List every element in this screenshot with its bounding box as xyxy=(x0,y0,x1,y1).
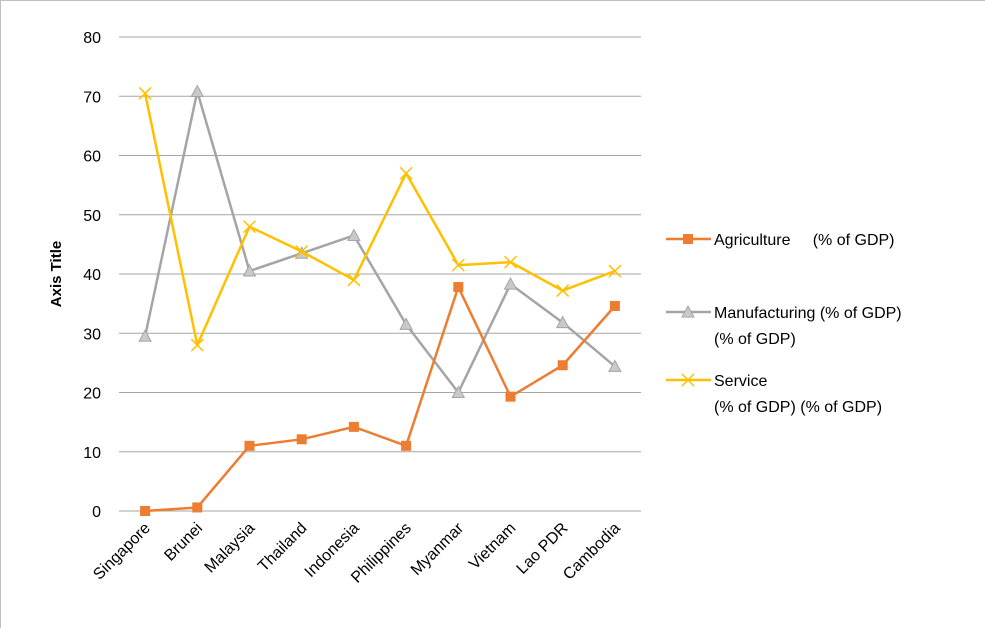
data-point-marker xyxy=(242,220,257,234)
x-tick-label: Vietnam xyxy=(466,520,519,573)
data-point-marker xyxy=(347,273,361,287)
y-tick-label: 10 xyxy=(83,445,101,462)
y-tick-label: 20 xyxy=(83,386,101,403)
data-point-marker xyxy=(295,244,309,259)
data-point-marker xyxy=(503,255,518,269)
legend-marker xyxy=(681,304,695,318)
data-point-marker xyxy=(556,284,570,298)
x-tick-label: Brunei xyxy=(161,520,206,565)
data-point-marker xyxy=(505,391,516,402)
data-point-marker xyxy=(190,338,204,352)
x-tick-labels: Singapore BruneiMalaysiaThailandIndonesia… xyxy=(90,519,623,586)
legend-entry: Agriculture (% of GDP) xyxy=(666,232,895,249)
legend-label: (% of GDP) (% of GDP) xyxy=(714,399,882,416)
y-tick-label: 0 xyxy=(92,504,101,521)
series-lines xyxy=(138,84,622,516)
y-tick-label: 60 xyxy=(83,149,101,166)
y-tick-labels: 0 10 20 30 40 50 60 70 80 xyxy=(83,30,101,521)
data-point-marker xyxy=(399,166,413,180)
legend-entry: Manufacturing (% of GDP) (% of GDP) xyxy=(666,304,902,348)
data-point-marker xyxy=(138,86,152,100)
x-tick-label: Myanmar xyxy=(408,519,468,579)
x-tick-label: Singapore xyxy=(90,520,154,584)
legend-marker xyxy=(683,234,693,244)
data-point-marker xyxy=(192,502,203,513)
series-line xyxy=(145,285,616,513)
data-point-marker xyxy=(296,434,307,445)
data-point-marker xyxy=(138,329,152,342)
series-triangle xyxy=(138,84,622,398)
data-point-marker xyxy=(140,506,151,516)
legend-marker xyxy=(681,373,695,387)
data-point-marker xyxy=(451,385,466,398)
legend-entry: Service (% of GDP) (% of GDP) xyxy=(666,373,882,416)
data-point-marker xyxy=(555,315,570,329)
data-point-marker xyxy=(608,359,622,372)
x-tick-label: Cambodia xyxy=(560,520,624,584)
series-x xyxy=(138,86,622,352)
legend-label: Manufacturing (% of GDP) xyxy=(714,305,902,322)
data-point-marker xyxy=(190,84,205,98)
data-point-marker xyxy=(453,282,464,293)
y-tick-label: 70 xyxy=(83,89,101,106)
y-tick-label: 80 xyxy=(83,30,101,47)
series-line xyxy=(143,93,616,347)
x-tick-label: Malaysia xyxy=(202,520,259,577)
data-point-marker xyxy=(451,258,465,272)
data-point-marker xyxy=(557,360,568,371)
data-point-marker xyxy=(503,277,518,290)
data-point-marker xyxy=(401,440,412,451)
data-point-marker xyxy=(348,421,359,432)
data-point-marker xyxy=(399,317,413,330)
y-tick-label: 30 xyxy=(83,326,101,343)
data-point-marker xyxy=(608,264,622,278)
data-point-marker xyxy=(242,263,257,277)
series-line xyxy=(143,90,616,394)
legend: Agriculture (% of GDP) Manufacturing (% o… xyxy=(666,232,902,416)
y-axis-title: Axis Title xyxy=(48,241,65,307)
gridlines xyxy=(119,36,641,512)
data-point-marker xyxy=(609,300,620,311)
y-tick-label: 50 xyxy=(83,208,101,225)
data-point-marker xyxy=(347,228,361,241)
legend-label: (% of GDP) xyxy=(714,331,796,348)
series-square xyxy=(140,282,620,516)
legend-label: Agriculture (% of GDP) xyxy=(714,232,895,249)
y-tick-label: 40 xyxy=(83,267,101,284)
legend-label: Service xyxy=(714,373,767,390)
data-point-marker xyxy=(244,440,255,451)
